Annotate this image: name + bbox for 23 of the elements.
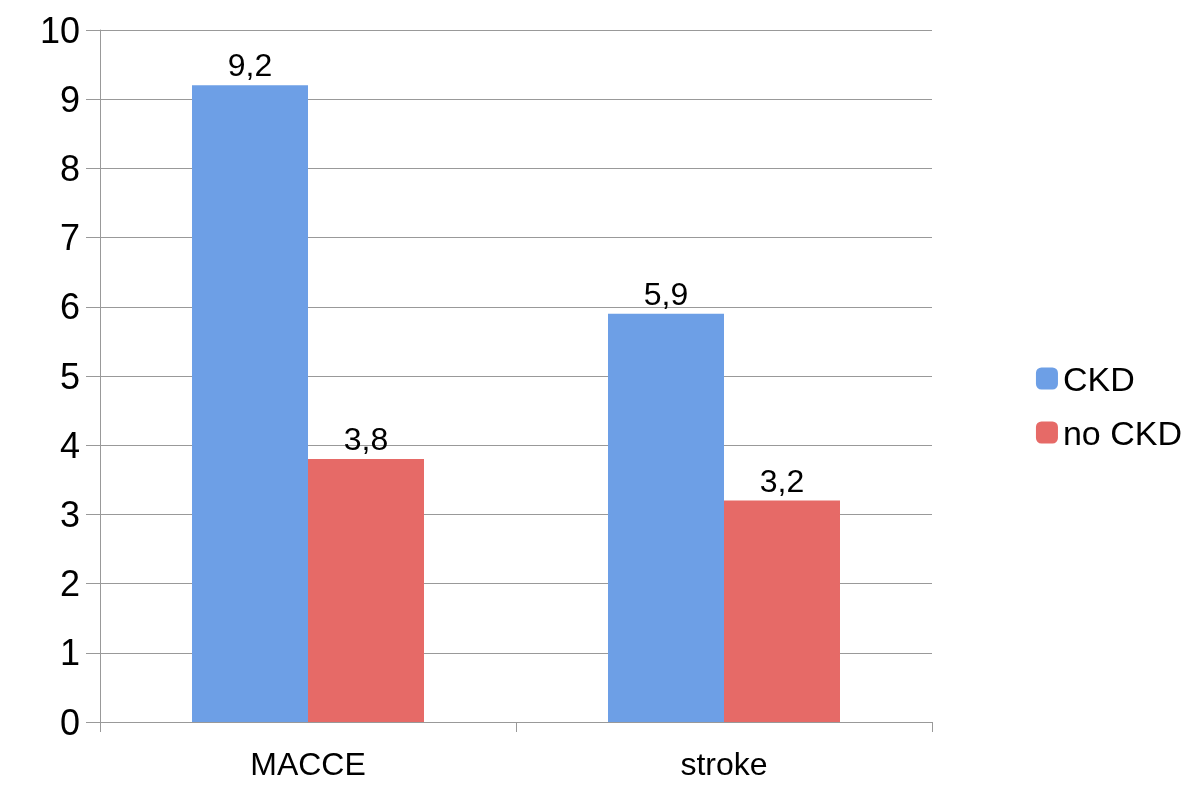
- x-tick-label: MACCE: [250, 746, 366, 782]
- bar: [308, 459, 424, 722]
- y-tick-label: 1: [59, 632, 80, 674]
- y-tick-label: 6: [59, 286, 80, 328]
- data-label: 3,2: [759, 462, 805, 499]
- y-tick-label: 5: [59, 355, 80, 397]
- data-label: 3,8: [343, 421, 389, 458]
- y-tick-label: 3: [59, 493, 80, 535]
- x-tick-label: stroke: [680, 746, 768, 782]
- y-tick-label: 9: [59, 78, 80, 120]
- y-tick-label: 2: [59, 563, 80, 605]
- y-tick-label: 0: [59, 701, 80, 743]
- y-tick-label: 4: [59, 424, 80, 466]
- y-tick-label: 10: [39, 9, 80, 51]
- data-label: 5,9: [643, 275, 689, 312]
- legend-label: CKD: [1062, 359, 1135, 398]
- y-tick-label: 8: [59, 147, 80, 189]
- bar: [192, 85, 308, 722]
- data-label: 9,2: [227, 47, 273, 84]
- y-tick-label: 7: [59, 217, 80, 259]
- bar: [724, 500, 840, 722]
- bar: [608, 313, 724, 722]
- legend-label: no CKD: [1062, 413, 1183, 452]
